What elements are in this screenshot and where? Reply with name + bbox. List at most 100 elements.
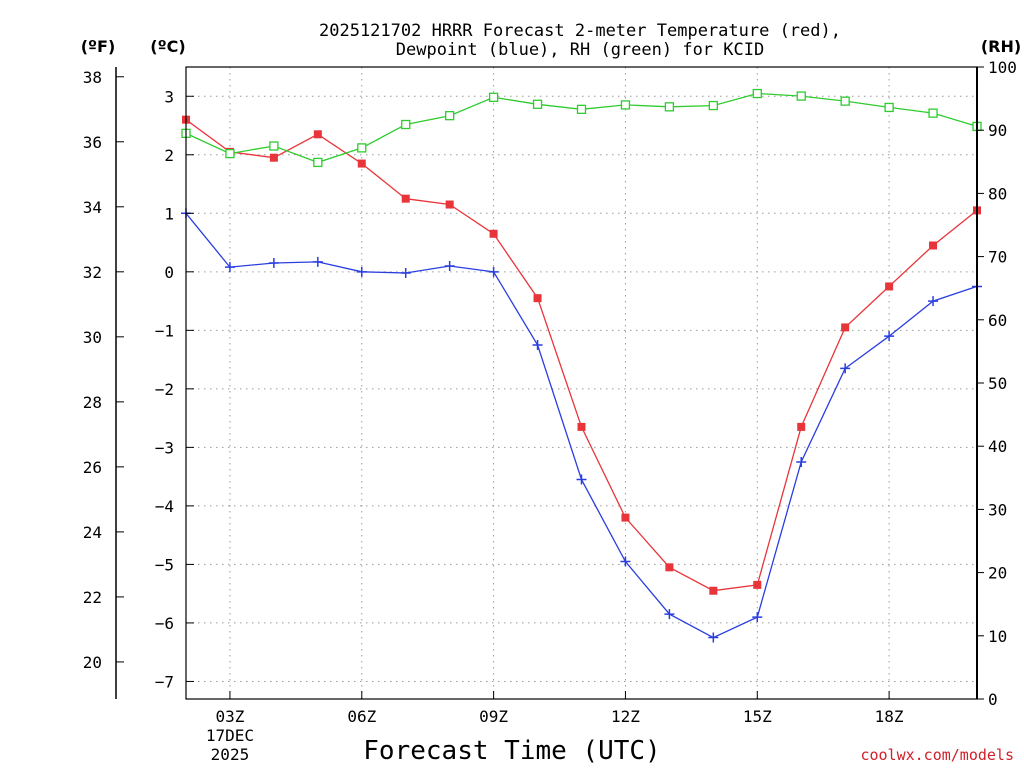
temperature-point (577, 422, 586, 431)
dewpoint-point (488, 266, 499, 277)
rh-point (664, 102, 675, 112)
celsius-tick-label: 0 (164, 263, 174, 282)
dewpoint-point (444, 260, 455, 271)
dewpoint-point (268, 258, 279, 269)
x-tick-label: 06Z (347, 707, 376, 726)
x-tick-label: 03Z (215, 707, 244, 726)
temperature-point (445, 200, 454, 209)
x-tick-label: 18Z (875, 707, 904, 726)
fahrenheit-tick-label: 26 (83, 458, 102, 477)
rh-point (445, 111, 455, 121)
temperature-point (357, 159, 366, 168)
credit-text: coolwx.com/models (860, 746, 1014, 764)
rh-tick-label: 80 (988, 184, 1007, 203)
x-tick-label: 12Z (611, 707, 640, 726)
title-line-2: Dewpoint (blue), RH (green) for KCID (396, 40, 764, 60)
rh-unit-label: (RH) (981, 37, 1021, 56)
celsius-unit-label: (ºC) (150, 37, 185, 56)
temperature-point (929, 241, 938, 250)
rh-tick-label: 40 (988, 437, 1007, 456)
temperature-point (709, 586, 718, 595)
rh-point (532, 99, 543, 109)
fahrenheit-tick-label: 36 (83, 133, 102, 152)
fahrenheit-unit-label: (ºF) (81, 37, 116, 56)
rh-tick-label: 70 (988, 248, 1007, 267)
fahrenheit-tick-label: 38 (83, 68, 102, 87)
dewpoint-point (796, 457, 807, 467)
fahrenheit-axis: 38 36 34 32 30 28 26 24 22 20 (83, 68, 124, 672)
x-date-label: 17DEC (206, 726, 254, 745)
x-tick-label: 15Z (743, 707, 772, 726)
temperature-point (269, 153, 278, 162)
celsius-tick-label: 1 (164, 204, 174, 223)
celsius-tick-label: −3 (155, 438, 174, 457)
celsius-tick-label: 3 (164, 87, 174, 106)
rh-point (840, 96, 850, 106)
title-line-1: 2025121702 HRRR Forecast 2-meter Tempera… (319, 21, 841, 41)
dewpoint-point (840, 363, 851, 374)
rh-point (796, 91, 806, 101)
rh-axis: 0 10 20 30 40 50 60 70 80 90 100 (977, 58, 1017, 709)
celsius-tick-label: −7 (155, 672, 174, 691)
fahrenheit-tick-label: 34 (83, 198, 102, 217)
celsius-tick-label: 2 (164, 146, 174, 165)
dewpoint-point (620, 556, 631, 567)
temperature-point (841, 323, 850, 332)
temperature-point (797, 422, 806, 431)
rh-point (401, 119, 411, 130)
fahrenheit-tick-label: 30 (83, 328, 102, 347)
fahrenheit-tick-label: 28 (83, 393, 102, 412)
x-year-label: 2025 (211, 745, 250, 764)
rh-tick-label: 30 (988, 500, 1007, 519)
rh-series-line (185, 92, 978, 164)
chart-title: 2025121702 HRRR Forecast 2-meter Tempera… (319, 21, 841, 60)
dewpoint-point (664, 609, 675, 620)
temperature-series-line (185, 119, 978, 592)
series-lines (185, 92, 978, 639)
rh-point (708, 100, 718, 111)
rh-point (313, 157, 323, 168)
rh-tick-label: 60 (988, 311, 1007, 330)
rh-point (752, 88, 762, 99)
rh-point (357, 143, 367, 153)
rh-tick-label: 0 (988, 690, 998, 709)
grid (186, 67, 977, 699)
rh-tick-label: 90 (988, 121, 1007, 140)
rh-point (269, 141, 279, 151)
dewpoint-point (576, 474, 587, 485)
temperature-point (665, 563, 674, 572)
fahrenheit-tick-label: 32 (83, 263, 102, 282)
temperature-point (401, 194, 410, 203)
dewpoint-point (708, 632, 719, 643)
rh-point (884, 102, 894, 113)
dewpoint-point (224, 262, 235, 273)
rh-tick-label: 100 (988, 58, 1017, 77)
temperature-point (313, 130, 322, 139)
celsius-tick-label: −5 (155, 555, 174, 574)
fahrenheit-tick-label: 22 (83, 588, 102, 607)
fahrenheit-tick-label: 20 (83, 653, 102, 672)
celsius-tick-label: −6 (155, 614, 174, 633)
x-axis-label: Forecast Time (UTC) (363, 736, 660, 766)
temperature-point (489, 229, 498, 238)
dewpoint-point (532, 339, 543, 350)
dewpoint-point (312, 256, 323, 267)
celsius-tick-label: −2 (155, 380, 174, 399)
rh-point (928, 108, 938, 118)
rh-point (576, 104, 587, 114)
dewpoint-point (928, 296, 939, 307)
dewpoint-point (400, 267, 411, 278)
celsius-tick-label: −1 (155, 321, 174, 340)
x-tick-label: 09Z (479, 707, 508, 726)
temperature-point (621, 513, 630, 522)
temperature-point (533, 294, 542, 303)
dewpoint-point (884, 331, 895, 342)
rh-tick-label: 20 (988, 564, 1007, 583)
rh-point (225, 148, 235, 159)
temperature-point (753, 580, 762, 589)
rh-tick-label: 10 (988, 627, 1007, 646)
plot-frame (185, 66, 978, 700)
series-markers (181, 88, 982, 643)
